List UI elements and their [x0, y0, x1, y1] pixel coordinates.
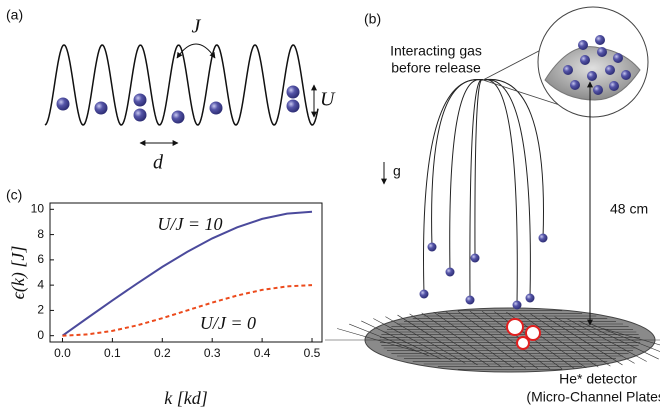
atom	[580, 55, 590, 65]
hop-arrow	[176, 43, 216, 59]
y-tick-label: 10	[31, 201, 45, 215]
hop-label: J	[192, 16, 202, 38]
trajectory	[482, 79, 518, 306]
source-label: Interacting gas	[390, 43, 482, 59]
series-line	[61, 210, 313, 337]
atom	[133, 93, 147, 107]
trajectory	[423, 79, 484, 295]
atom	[133, 108, 147, 122]
series-line	[62, 284, 313, 337]
y-tick-label: 6	[37, 252, 44, 266]
atom	[419, 289, 429, 299]
atom	[209, 101, 223, 115]
trajectory	[474, 79, 484, 259]
y-tick-label: 0	[37, 328, 44, 342]
atom	[445, 267, 455, 277]
atom	[597, 47, 607, 57]
trajectory	[469, 79, 484, 301]
y-tick-label: 8	[37, 227, 44, 241]
y-tick-label: 2	[37, 303, 44, 317]
atom	[605, 65, 615, 75]
x-tick-label: 0.1	[104, 346, 121, 360]
atom	[613, 53, 623, 63]
atom	[609, 81, 619, 91]
chart: 0.0 0.1 0.2 0.3 0.4 0.5 0 2 4 6 8 10 k [kd] ϵ(k) [J] U…	[8, 201, 323, 408]
x-tick-label: 0.0	[54, 346, 71, 360]
atoms	[56, 85, 300, 124]
grid	[542, 314, 623, 366]
series-label: U/J = 10	[157, 214, 222, 234]
atom	[286, 99, 300, 113]
atom	[465, 295, 475, 305]
atom	[512, 300, 522, 310]
atom	[587, 71, 597, 81]
impacts	[506, 318, 541, 350]
atom	[94, 101, 108, 115]
atom	[593, 85, 603, 95]
u-label: U	[320, 89, 336, 111]
grid	[337, 328, 418, 352]
grid	[530, 313, 611, 367]
atom	[563, 65, 573, 75]
atom	[286, 85, 300, 99]
gravity-label: g	[393, 163, 401, 179]
height-label: 48 cm	[610, 201, 648, 217]
x-tick-label: 0.5	[304, 346, 321, 360]
atom	[56, 97, 70, 111]
plot-frame	[49, 202, 323, 343]
source-label: before release	[391, 60, 481, 76]
grid	[566, 318, 647, 362]
grid	[518, 312, 599, 368]
atom	[578, 40, 588, 50]
atom	[621, 70, 631, 80]
d-label: d	[153, 152, 164, 174]
trajectory	[449, 79, 484, 273]
x-axis-label: k [kd]	[164, 388, 208, 408]
series-label: U/J = 0	[200, 313, 256, 333]
panel-label: (c)	[6, 187, 22, 203]
grid	[554, 316, 635, 364]
atom	[595, 35, 605, 45]
detector-label: (Micro-Channel Plates)	[526, 389, 660, 405]
x-tick-label: 0.3	[204, 346, 221, 360]
atom	[470, 253, 480, 263]
y-axis-label: ϵ(k) [J]	[8, 246, 29, 300]
panel-label: (b)	[364, 11, 381, 27]
trajectory	[482, 78, 544, 239]
lattice	[44, 44, 319, 126]
detector-label: He* detector	[559, 371, 637, 387]
zoom-atoms	[563, 35, 631, 95]
x-tick-label: 0.2	[154, 346, 171, 360]
atom	[525, 293, 535, 303]
y-tick-label: 4	[37, 277, 44, 291]
x-tick-label: 0.4	[254, 346, 271, 360]
atom	[570, 80, 580, 90]
panel-label: (a)	[6, 7, 23, 23]
trajectories	[423, 78, 544, 306]
atom	[171, 110, 185, 124]
trajectory	[482, 79, 531, 299]
atom	[427, 242, 437, 252]
atom	[538, 233, 548, 243]
